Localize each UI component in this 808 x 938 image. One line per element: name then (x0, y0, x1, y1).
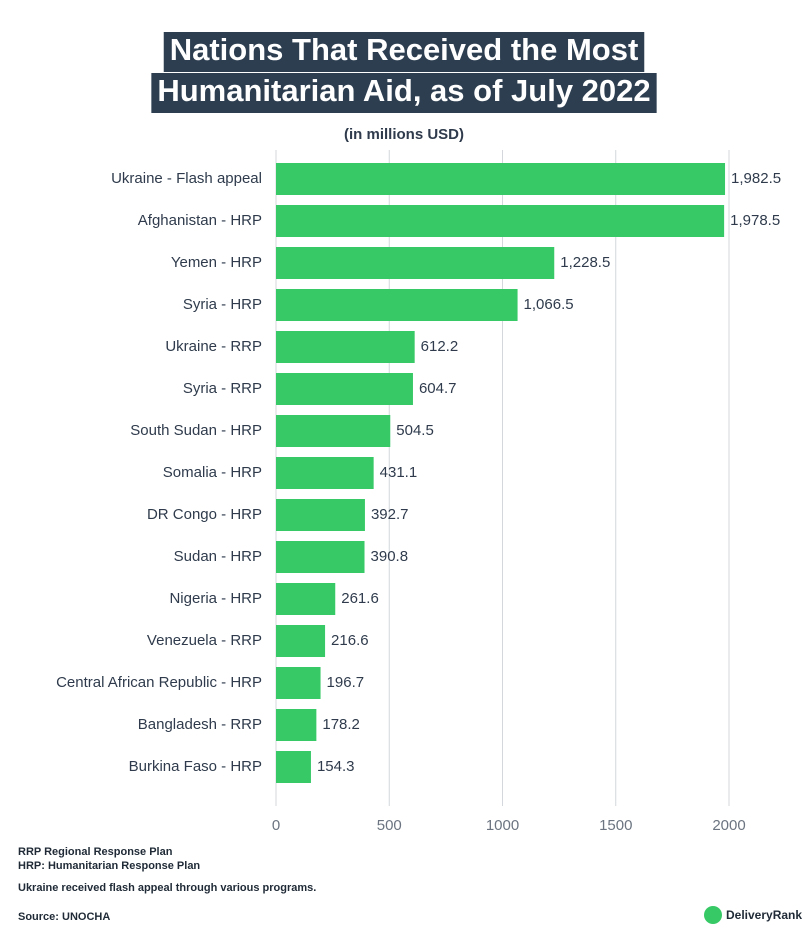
bar (276, 205, 725, 237)
y-tick-label: Somalia - HRP (163, 464, 262, 481)
data-label: 216.6 (331, 632, 369, 649)
y-tick-label: Syria - RRP (183, 380, 262, 397)
title-line: Nations That Received the Most (163, 32, 645, 72)
data-label: 1,066.5 (524, 296, 574, 313)
y-tick-label: Bangladesh - RRP (138, 716, 262, 733)
bar (276, 667, 321, 699)
data-label: 1,982.5 (731, 170, 781, 187)
y-tick-label: Yemen - HRP (171, 254, 262, 271)
x-tick-label: 0 (272, 817, 280, 834)
y-tick-label: Sudan - HRP (174, 548, 262, 565)
data-label: 178.2 (322, 716, 360, 733)
data-label: 612.2 (421, 338, 459, 355)
data-label: 604.7 (419, 380, 457, 397)
x-tick-label: 2000 (712, 817, 745, 834)
bar (276, 373, 413, 405)
bar (276, 709, 317, 741)
note: HRP: Humanitarian Response Plan (18, 860, 200, 872)
y-tick-label: Afghanistan - HRP (138, 212, 262, 229)
data-label: 390.8 (371, 548, 409, 565)
data-label: 392.7 (371, 506, 409, 523)
bar (276, 751, 311, 783)
bar (276, 499, 365, 531)
y-tick-label: DR Congo - HRP (147, 506, 262, 523)
bar (276, 163, 726, 195)
bar (276, 625, 326, 657)
bar (276, 541, 365, 573)
note: RRP Regional Response Plan (18, 846, 173, 858)
data-label: 261.6 (341, 590, 379, 607)
brand-logo (704, 906, 722, 924)
chart-subtitle: (in millions USD) (344, 126, 464, 143)
chart-title: Humanitarian Aid, as of July 2022 (157, 73, 650, 108)
y-tick-label: Nigeria - HRP (169, 590, 262, 607)
title-box (163, 32, 645, 72)
y-tick-label: Ukraine - Flash appeal (111, 170, 262, 187)
y-tick-label: Burkina Faso - HRP (129, 758, 262, 775)
data-label: 504.5 (396, 422, 434, 439)
bar (276, 247, 555, 279)
y-tick-label: Central African Republic - HRP (56, 674, 262, 691)
data-label: 154.3 (317, 758, 355, 775)
data-label: 1,228.5 (560, 254, 610, 271)
x-tick-label: 1500 (599, 817, 632, 834)
bar (276, 415, 391, 447)
chart-title: Nations That Received the Most (170, 32, 639, 67)
data-label: 196.7 (327, 674, 365, 691)
bar (276, 289, 518, 321)
note: Ukraine received flash appeal through va… (18, 882, 316, 894)
bar (276, 331, 415, 363)
y-tick-label: Syria - HRP (183, 296, 262, 313)
bar (276, 583, 336, 615)
y-tick-label: Venezuela - RRP (147, 632, 262, 649)
y-tick-label: South Sudan - HRP (130, 422, 262, 439)
data-label: 1,978.5 (730, 212, 780, 229)
data-label: 431.1 (380, 464, 418, 481)
x-tick-label: 500 (377, 817, 402, 834)
brand-name: DeliveryRank (726, 908, 802, 922)
source: Source: UNOCHA (18, 911, 110, 923)
x-tick-label: 1000 (486, 817, 519, 834)
bar (276, 457, 374, 489)
y-tick-label: Ukraine - RRP (165, 338, 262, 355)
title-box (151, 73, 657, 113)
title-line: Humanitarian Aid, as of July 2022 (151, 73, 657, 113)
